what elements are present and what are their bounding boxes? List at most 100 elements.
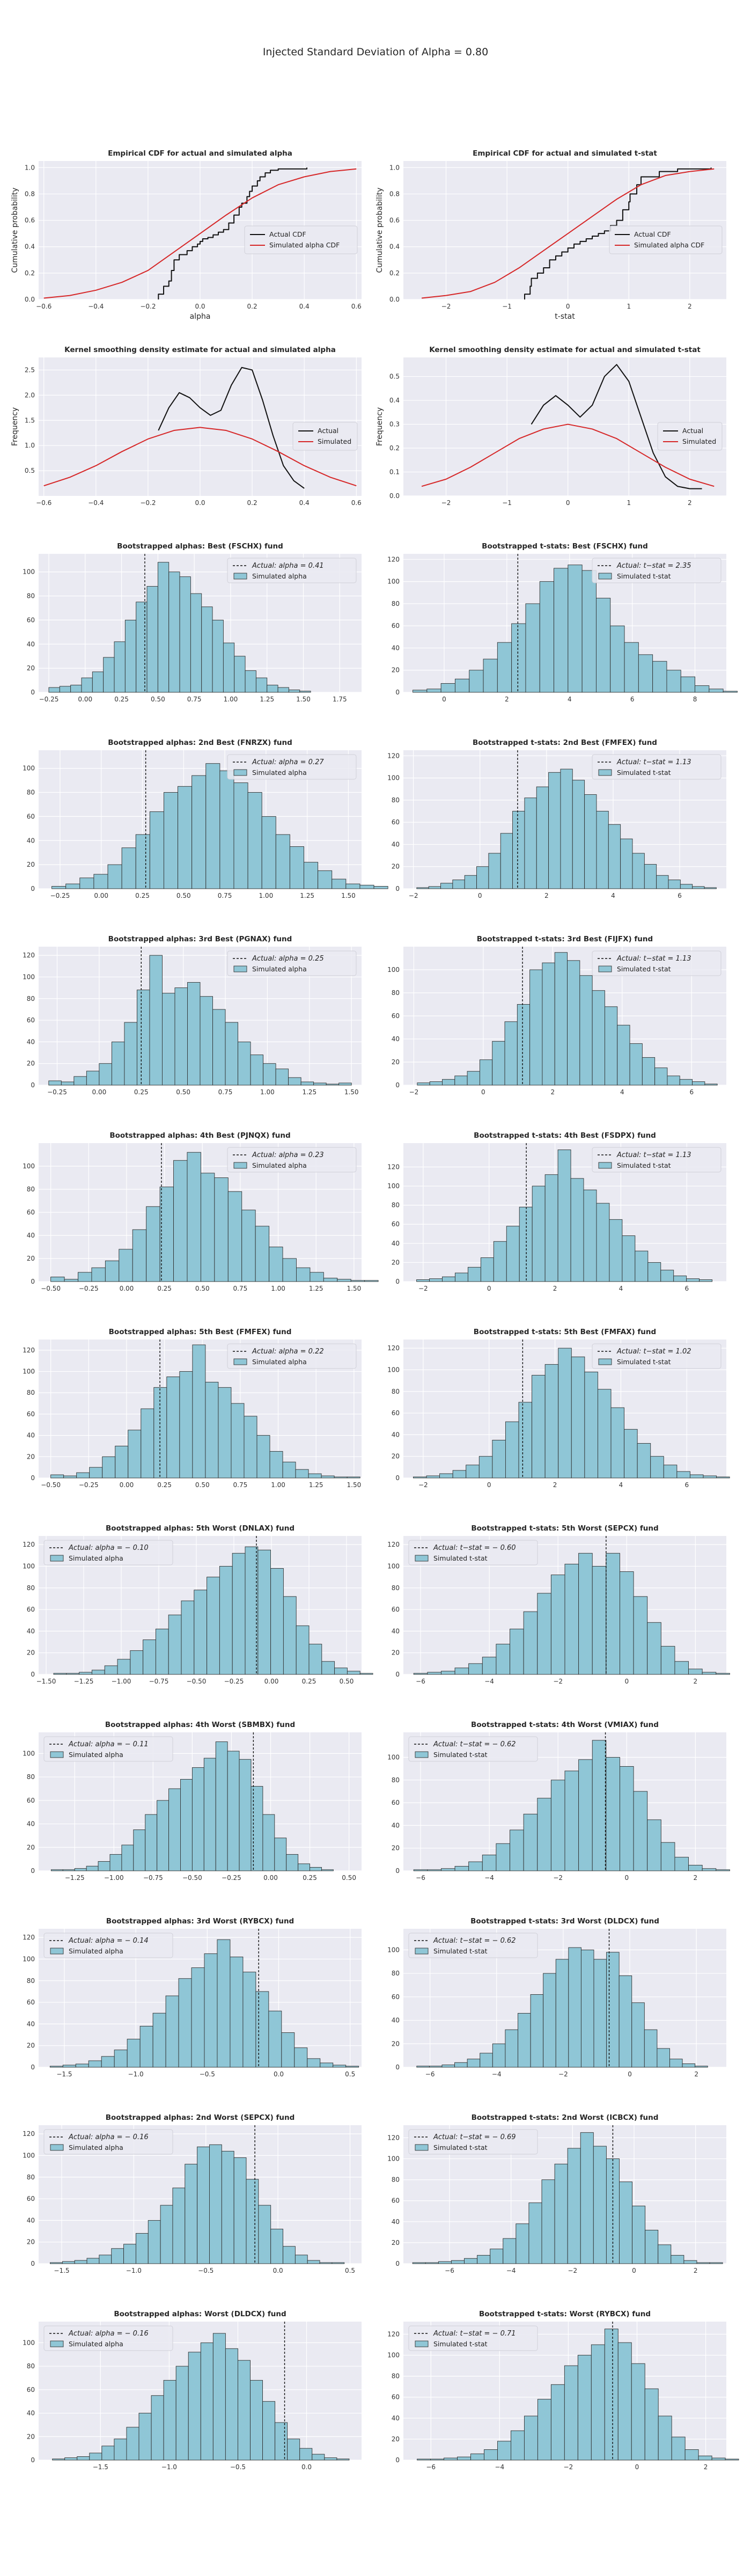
y-tick-label: 60: [27, 1016, 35, 1024]
x-tick-label: 0: [635, 2463, 639, 2471]
legend-box: [609, 225, 723, 254]
x-tick-label: −1.5: [54, 2267, 69, 2274]
histogram-bar: [181, 1600, 195, 1675]
histogram-bar: [554, 2163, 568, 2264]
panel-title: Bootstrapped t-stats: Worst (RYBCX) fund: [479, 2310, 651, 2318]
histogram-bars: [51, 763, 388, 889]
y-tick-label: 0.2: [389, 444, 400, 452]
y-tick-labels: 0 20 40 60 80 100 120: [387, 752, 400, 892]
x-tick-label: −1.00: [112, 1678, 131, 1685]
histogram-bar: [624, 642, 639, 693]
histogram-bar: [524, 2416, 538, 2461]
chart-panel-2: −2 −1 0 1 2 0.0 0.2 0.4 0.6 0.8 1.0 Empirical CDF f…: [376, 149, 726, 321]
histogram-bar: [225, 2348, 238, 2461]
y-tick-label: 0: [31, 1474, 35, 1482]
legend-hist-swatch: [415, 2144, 429, 2151]
histogram-bar: [452, 880, 465, 889]
x-tick-label: 2: [505, 696, 509, 703]
histogram-bar: [532, 1185, 546, 1282]
series-line-2: [43, 427, 357, 487]
histogram-bar: [425, 2262, 439, 2264]
x-tick-label: −0.4: [88, 303, 104, 310]
histogram-bar: [671, 2255, 684, 2264]
histogram-bar: [136, 990, 150, 1086]
histogram-bar: [318, 870, 333, 889]
x-tick-label: 0: [566, 303, 570, 310]
y-tick-label: 100: [23, 973, 35, 980]
histogram-bar: [168, 1788, 181, 1871]
y-tick-label: 0.0: [389, 296, 400, 303]
histogram-bar: [558, 1348, 572, 1479]
histogram-bar: [114, 2050, 128, 2068]
legend: Actual: alpha = 0.27 Simulated alpha: [227, 754, 357, 780]
histogram-bar: [530, 1994, 544, 2068]
panel-title: Bootstrapped alphas: 3rd Best (PGNAX) fu…: [108, 935, 292, 943]
histogram-bar: [79, 1672, 92, 1675]
x-tick-labels: −2 −1 0 1 2: [441, 303, 692, 310]
y-tick-label: 40: [27, 1432, 35, 1439]
histogram-bar: [160, 2205, 173, 2264]
histogram-bar: [51, 886, 67, 889]
histogram-bar: [74, 1868, 87, 1871]
histogram-bar: [668, 880, 681, 889]
y-tick-label: 0.4: [389, 243, 400, 251]
panel-title: Bootstrapped alphas: 3rd Worst (RYBCX) f…: [106, 1917, 294, 1926]
histogram-bar: [492, 2043, 506, 2068]
histogram-bar: [323, 1278, 338, 1282]
x-tick-label: −6: [416, 1678, 425, 1685]
y-tick-label: 0: [395, 1867, 400, 1875]
legend-box: [43, 2325, 173, 2351]
histogram-bar: [564, 2365, 578, 2461]
x-tick-label: 2: [544, 892, 549, 899]
x-tick-labels: −1.25 −1.00 −0.75 −0.50 −0.25 0.00 0.25 0.50: [65, 1874, 356, 1882]
histogram-bar: [149, 811, 164, 889]
histogram-bar: [567, 2148, 581, 2264]
histogram-bar: [716, 1673, 730, 1675]
histogram-bar: [269, 1451, 283, 1479]
x-tick-labels: −2 0 2 4 6: [409, 892, 682, 899]
series-lines: [421, 167, 715, 299]
legend-hist-label: Simulated alpha: [252, 1358, 307, 1366]
y-tick-label: 40: [27, 1627, 35, 1635]
y-tick-label: 80: [27, 995, 35, 1002]
histogram-bar: [548, 772, 561, 889]
histogram-bar: [262, 2401, 276, 2461]
x-tick-label: −0.25: [79, 1285, 99, 1292]
y-tick-label: 20: [392, 1058, 400, 1066]
histogram-bar: [255, 1991, 269, 2068]
histogram-bar: [89, 2453, 102, 2461]
histogram-bar: [61, 1081, 75, 1086]
y-tick-label: 40: [27, 1038, 35, 1045]
y-tick-label: 60: [27, 1999, 35, 2006]
x-tick-label: 2: [553, 1285, 557, 1292]
histogram-bar: [492, 1440, 506, 1479]
y-tick-label: 0: [31, 2063, 35, 2071]
legend-hist-label: Simulated alpha: [69, 2143, 123, 2151]
histogram-bar: [632, 2206, 646, 2264]
histogram-bar: [525, 603, 540, 693]
legend: Actual: t−stat = 1.13 Simulated t-stat: [592, 754, 721, 780]
histogram-bar: [541, 2179, 555, 2264]
y-tick-label: 40: [392, 1627, 400, 1635]
x-tick-label: −2: [418, 1481, 428, 1489]
histogram-bar: [606, 1553, 620, 1675]
legend: Actual: alpha = 0.25 Simulated alpha: [227, 950, 357, 976]
histogram-bar: [604, 1006, 618, 1086]
histogram-bar: [102, 1456, 116, 1479]
histogram-bar: [127, 2039, 141, 2068]
y-tick-label: 100: [387, 1182, 400, 1190]
legend: Actual: t−stat = − 0.60 Simulated t-stat: [408, 1540, 538, 1565]
histogram-bar: [73, 1076, 87, 1086]
x-tick-label: 2: [694, 1678, 698, 1685]
histogram-bar: [225, 1022, 238, 1086]
histogram-bar: [610, 625, 625, 693]
legend-hist-label: Simulated t-stat: [433, 2340, 488, 2348]
histogram-bar: [179, 1371, 193, 1479]
x-tick-label: 0.75: [233, 1285, 248, 1292]
histogram-bar: [584, 1372, 598, 1479]
histogram-bar: [427, 1672, 441, 1675]
legend-box: [227, 950, 357, 976]
series-line-1: [531, 364, 702, 489]
histogram-bar: [233, 2157, 247, 2264]
